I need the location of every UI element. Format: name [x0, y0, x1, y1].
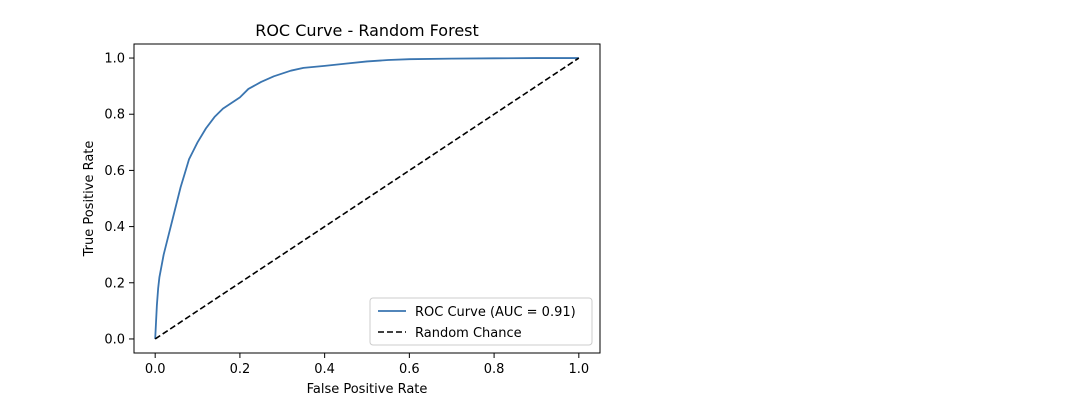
series-line-random-chance — [154, 57, 580, 340]
axes-frame — [133, 43, 601, 354]
legend-entry-label: Random Chance — [415, 326, 522, 341]
y-tick-label: 0.2 — [104, 276, 125, 291]
x-axis-label: False Positive Rate — [307, 382, 428, 397]
legend-box — [369, 297, 593, 346]
series-line-roc-curve — [154, 57, 579, 339]
y-tick-label: 0.6 — [104, 164, 125, 179]
y-axis-label: True Positive Rate — [82, 141, 97, 258]
x-tick-label: 0.2 — [230, 362, 251, 377]
legend: ROC Curve (AUC = 0.91) Random Chance — [369, 297, 593, 346]
y-tick-label: 1.0 — [104, 52, 125, 67]
y-tick-label: 0.8 — [104, 108, 125, 123]
x-tick-label: 0.0 — [145, 362, 166, 377]
legend-entry-label: ROC Curve (AUC = 0.91) — [415, 305, 576, 320]
plot-area — [154, 57, 580, 340]
x-tick-label: 0.8 — [484, 362, 505, 377]
x-tick-label: 0.6 — [399, 362, 420, 377]
x-tick-label: 1.0 — [568, 362, 589, 377]
axes: 0.0 0.2 0.4 0.6 0.8 1.0 0.0 0.2 0.4 0.6 0.8 1.0 — [104, 43, 601, 377]
x-tick-label: 0.4 — [314, 362, 335, 377]
y-tick-label: 0.4 — [104, 220, 125, 235]
y-tick-label: 0.0 — [104, 332, 125, 347]
chart-title: ROC Curve - Random Forest — [255, 21, 479, 40]
